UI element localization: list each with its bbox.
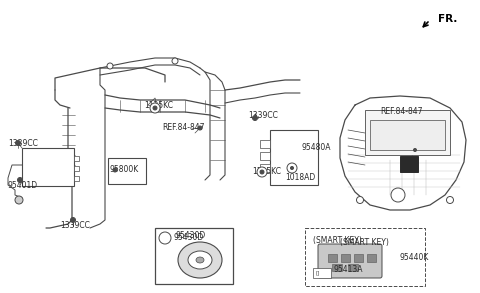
Text: 95430D: 95430D	[173, 234, 203, 243]
Text: FR.: FR.	[438, 14, 457, 24]
Bar	[270, 130, 318, 185]
Bar	[22, 148, 74, 186]
Text: 95401D: 95401D	[8, 180, 38, 190]
Bar	[354, 254, 363, 262]
Circle shape	[107, 63, 113, 69]
Text: 1339CC: 1339CC	[60, 222, 90, 231]
Bar	[260, 152, 270, 160]
Text: 1339CC: 1339CC	[8, 139, 38, 147]
Text: 8: 8	[396, 192, 400, 198]
Circle shape	[290, 166, 293, 169]
Text: REF.84-847: REF.84-847	[380, 108, 422, 117]
Bar	[400, 156, 418, 172]
Bar	[74, 176, 79, 181]
FancyBboxPatch shape	[318, 244, 382, 278]
Text: 95440K: 95440K	[399, 253, 428, 263]
Ellipse shape	[178, 242, 222, 278]
Circle shape	[159, 232, 171, 244]
Text: 95413A: 95413A	[334, 265, 363, 275]
Circle shape	[153, 106, 157, 110]
Text: 3: 3	[163, 235, 167, 241]
Ellipse shape	[188, 251, 212, 269]
Circle shape	[252, 115, 257, 120]
Bar	[348, 264, 358, 271]
Circle shape	[257, 167, 267, 177]
Circle shape	[17, 178, 23, 183]
Circle shape	[357, 197, 363, 204]
Text: 95430D: 95430D	[175, 231, 205, 239]
Bar	[108, 158, 146, 184]
Circle shape	[172, 58, 178, 64]
Circle shape	[260, 170, 264, 174]
Bar	[155, 228, 233, 284]
Circle shape	[15, 141, 21, 146]
Text: REF.84-847: REF.84-847	[162, 124, 204, 132]
Bar	[260, 164, 270, 172]
Text: 95480A: 95480A	[302, 144, 332, 152]
Bar	[260, 140, 270, 148]
Bar	[332, 264, 342, 271]
Bar	[313, 268, 331, 278]
Text: (SMART KEY): (SMART KEY)	[313, 236, 362, 245]
Text: []: []	[315, 270, 319, 275]
Text: 1339CC: 1339CC	[248, 110, 278, 120]
Text: 1125KC: 1125KC	[144, 100, 173, 110]
Circle shape	[391, 188, 405, 202]
Bar	[367, 254, 376, 262]
Ellipse shape	[196, 257, 204, 263]
Circle shape	[113, 168, 117, 172]
Circle shape	[446, 197, 454, 204]
Bar	[365, 110, 450, 155]
Circle shape	[287, 163, 297, 173]
Bar	[328, 254, 337, 262]
Bar	[74, 156, 79, 161]
Circle shape	[150, 103, 160, 113]
Bar	[370, 120, 445, 150]
Text: 1125KC: 1125KC	[252, 168, 281, 176]
Circle shape	[71, 217, 75, 222]
Text: 95800K: 95800K	[110, 166, 139, 175]
Text: 1018AD: 1018AD	[285, 173, 315, 183]
Circle shape	[198, 126, 202, 130]
Bar	[74, 166, 79, 171]
Text: (SMART KEY): (SMART KEY)	[340, 238, 389, 246]
Bar	[305, 228, 425, 286]
Circle shape	[15, 196, 23, 204]
Circle shape	[413, 149, 417, 151]
Bar	[341, 254, 350, 262]
